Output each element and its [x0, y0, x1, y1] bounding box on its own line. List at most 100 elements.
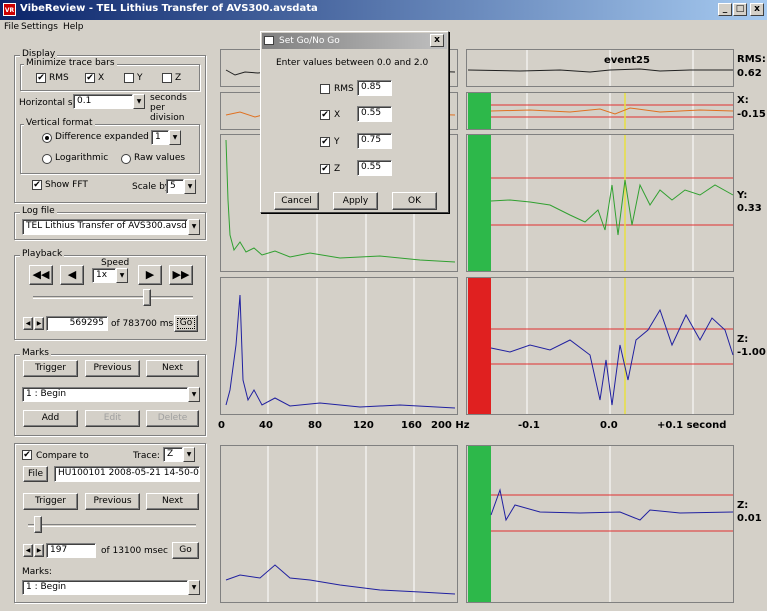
playback-group: [14, 255, 206, 340]
compare-slider-thumb[interactable]: [34, 516, 43, 533]
event-label: event25: [604, 55, 650, 66]
hscale-dropdown-icon[interactable]: ▼: [133, 94, 145, 109]
time-tick-zero: 0.0: [600, 420, 618, 431]
dialog-x-input[interactable]: 0.55: [357, 106, 392, 122]
playback-title: Playback: [20, 249, 65, 259]
compare-step-right-button[interactable]: ▶: [34, 544, 44, 557]
play-icon: ▶: [145, 268, 155, 281]
dialog-rms-input[interactable]: 0.85: [357, 80, 392, 96]
playback-go-button[interactable]: Go: [174, 315, 198, 332]
compare-status-bar: [468, 446, 491, 602]
z-status-bar: [468, 278, 491, 414]
step-right-button[interactable]: ▶: [34, 317, 44, 330]
minimize-button[interactable]: _: [718, 3, 732, 16]
x-time-trace: [490, 107, 734, 115]
trigger-button[interactable]: Trigger: [23, 360, 78, 377]
trace-dropdown-icon[interactable]: ▼: [183, 447, 195, 462]
marks-select[interactable]: 1 : Begin: [22, 387, 188, 402]
compare-marks-select[interactable]: 1 : Begin: [22, 580, 188, 595]
log-radio[interactable]: [42, 154, 52, 164]
maximize-button[interactable]: □: [733, 3, 747, 16]
playback-slider-thumb[interactable]: [142, 289, 151, 306]
difference-input[interactable]: 1: [151, 130, 169, 145]
next-button[interactable]: Next: [146, 360, 199, 377]
trace-input[interactable]: Z: [163, 447, 183, 462]
z-value: -1.00: [737, 347, 766, 358]
hscale-label: Horizontal scale:: [19, 98, 95, 108]
speed-input[interactable]: 1x: [92, 268, 116, 283]
rewind-fast-button[interactable]: ◀◀: [29, 265, 53, 285]
difference-radio[interactable]: [42, 133, 52, 143]
compare-trigger-button[interactable]: Trigger: [23, 493, 78, 510]
step-back-icon: ◀: [67, 268, 77, 281]
dialog-rms-checkbox[interactable]: [320, 84, 330, 94]
dialog-y-checkbox[interactable]: ✔: [320, 137, 330, 147]
compare-go-button[interactable]: Go: [172, 542, 199, 559]
dialog-z-input[interactable]: 0.55: [357, 160, 392, 176]
rewind-button[interactable]: ◀: [60, 265, 84, 285]
z-checkbox[interactable]: [162, 73, 172, 83]
compare-previous-button[interactable]: Previous: [85, 493, 140, 510]
menu-file[interactable]: File: [4, 22, 20, 32]
step-left-button[interactable]: ◀: [23, 317, 33, 330]
y-name: Y:: [737, 190, 748, 201]
x-name: X:: [737, 95, 749, 106]
marks-title: Marks: [20, 348, 51, 358]
compare-next-button[interactable]: Next: [146, 493, 199, 510]
compare-group: [14, 443, 206, 603]
logfile-dropdown-icon[interactable]: ▼: [188, 219, 200, 235]
y-status-bar: [468, 135, 491, 271]
trace-label: Trace:: [133, 451, 160, 461]
speed-dropdown-icon[interactable]: ▼: [116, 268, 128, 283]
dialog-cancel-button[interactable]: Cancel: [274, 192, 319, 210]
rms-checkbox[interactable]: ✔: [36, 73, 46, 83]
compare-track: [28, 524, 196, 527]
marks-dropdown-icon[interactable]: ▼: [188, 387, 200, 402]
position-input[interactable]: 569295: [46, 316, 108, 331]
edit-mark-button[interactable]: Edit: [85, 410, 140, 427]
menu-settings[interactable]: Settings: [21, 22, 58, 32]
difference-dropdown-icon[interactable]: ▼: [169, 130, 181, 145]
display-group: [14, 55, 206, 203]
scale-input[interactable]: 5: [166, 179, 184, 194]
hscale-input[interactable]: 0.1: [73, 94, 133, 109]
close-button[interactable]: x: [750, 3, 764, 16]
compare-marks-dropdown-icon[interactable]: ▼: [188, 580, 200, 595]
fft-tick-120: 120: [353, 420, 374, 431]
dialog-title-bar: Set Go/No Go x: [262, 33, 447, 49]
scale-dropdown-icon[interactable]: ▼: [184, 179, 196, 194]
fast-forward-button[interactable]: ▶▶: [169, 265, 193, 285]
compare-position-input[interactable]: 197: [46, 543, 96, 558]
compare-file-button[interactable]: File: [23, 466, 48, 482]
minimize-group: [20, 64, 200, 91]
dialog-x-checkbox[interactable]: ✔: [320, 110, 330, 120]
dialog-apply-button[interactable]: Apply: [333, 192, 378, 210]
compare-step-left-button[interactable]: ◀: [23, 544, 33, 557]
logfile-select[interactable]: TEL Lithius Transfer of AVS300.avsdata: [22, 219, 188, 235]
compare-file-input[interactable]: HU100101 2008-05-21 14-50-01...: [54, 466, 200, 482]
z-fft-trace: [225, 294, 456, 409]
hscale-unit: seconds per division: [150, 93, 187, 123]
display-title: Display: [20, 49, 58, 59]
dialog-z-label: Z: [334, 164, 341, 174]
previous-button[interactable]: Previous: [85, 360, 140, 377]
y-check-label: Y: [137, 73, 143, 83]
compare-fft-trace: [225, 564, 456, 595]
y-time-plot: [466, 134, 734, 272]
dialog-ok-button[interactable]: OK: [392, 192, 437, 210]
add-mark-button[interactable]: Add: [23, 410, 78, 427]
raw-radio[interactable]: [121, 154, 131, 164]
fft-tick-160: 160: [401, 420, 422, 431]
y-checkbox[interactable]: [124, 73, 134, 83]
dialog-z-checkbox[interactable]: ✔: [320, 164, 330, 174]
menu-help[interactable]: Help: [63, 22, 84, 32]
delete-mark-button[interactable]: Delete: [146, 410, 199, 427]
scale-label: Scale by: [132, 182, 171, 192]
dialog-close-button[interactable]: x: [430, 34, 444, 47]
compare-checkbox[interactable]: ✔: [22, 450, 32, 460]
x-checkbox[interactable]: ✔: [85, 73, 95, 83]
dialog-y-input[interactable]: 0.75: [357, 133, 392, 149]
vformat-group: [20, 124, 200, 174]
play-button[interactable]: ▶: [138, 265, 162, 285]
fft-checkbox[interactable]: ✔: [32, 180, 42, 190]
